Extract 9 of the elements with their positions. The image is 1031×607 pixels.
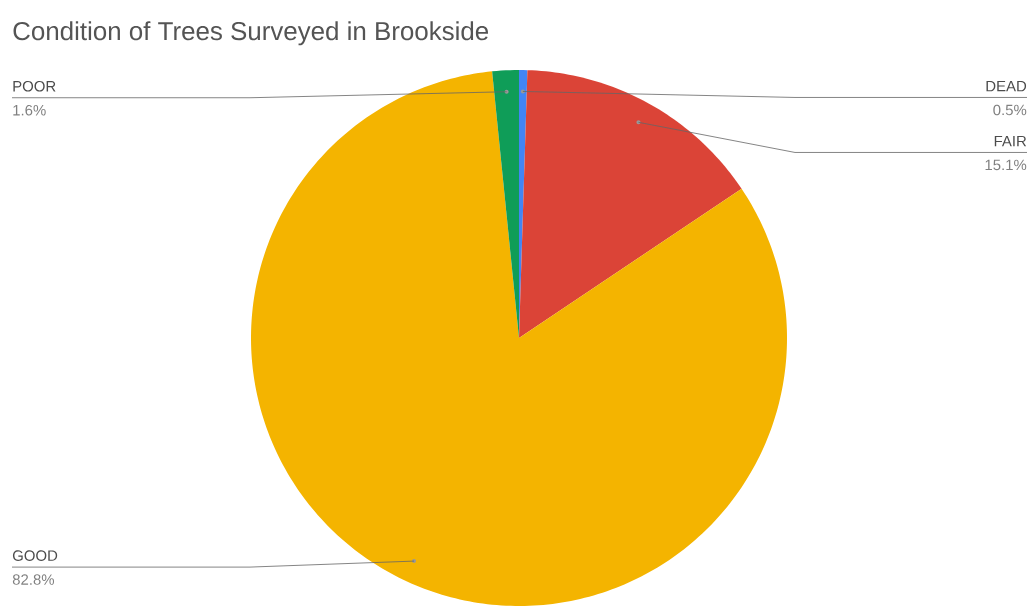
data-label: 0.5%: [993, 104, 1027, 116]
slice-label: DEAD: [986, 80, 1027, 92]
data-label: 15.1%: [985, 159, 1027, 171]
slice-label: POOR: [13, 80, 56, 92]
chart-title: Condition of Trees Surveyed in Brookside: [13, 21, 489, 46]
data-label: 82.8%: [12, 574, 55, 585]
data-label: 1.6%: [13, 104, 46, 116]
slice-label: FAIR: [994, 135, 1027, 147]
slice-label: GOOD: [12, 550, 58, 561]
